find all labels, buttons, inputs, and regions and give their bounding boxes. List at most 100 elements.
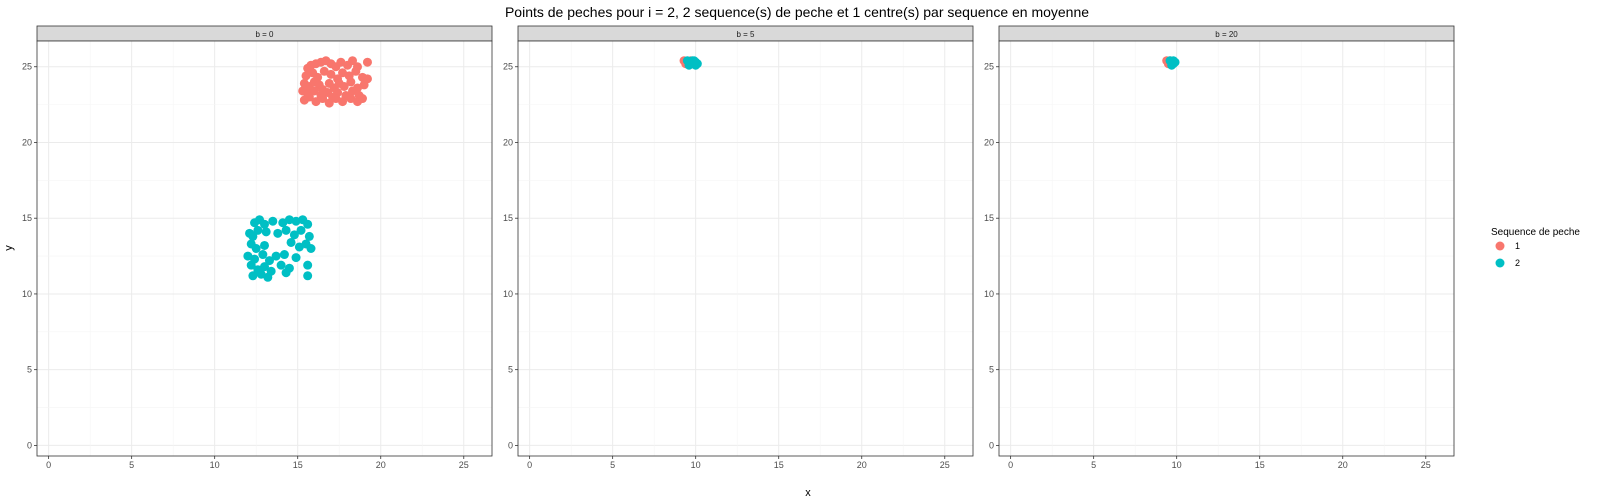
data-point-sequence-1 [348,56,358,66]
y-tick-label: 0 [508,440,513,450]
facet-panel: b = 0 0 5 10 15 20 25 0 5 10 15 20 25 [22,25,493,470]
data-point-sequence-2 [281,225,291,235]
data-point-sequence-2 [281,268,291,278]
legend-key [1495,258,1505,268]
x-tick-label: 10 [210,460,220,470]
x-tick-label: 20 [1338,460,1348,470]
x-tick-label: 25 [459,460,469,470]
data-point-sequence-1 [338,97,348,107]
panel-border [36,40,493,457]
data-point-sequence-1 [304,92,314,102]
y-tick-label: 10 [984,289,994,299]
data-point-sequence-2 [246,260,256,270]
data-point-sequence-2 [248,271,258,281]
data-point-sequence-1 [357,94,367,104]
y-tick-label: 5 [508,365,513,375]
data-point-sequence-1 [348,86,358,96]
y-tick-label: 5 [27,365,32,375]
y-tick-label: 15 [22,213,32,223]
x-tick-label: 25 [1421,460,1431,470]
x-tick-label: 0 [1008,460,1013,470]
legend-label: 2 [1515,258,1520,268]
x-tick-label: 20 [376,460,386,470]
data-point-sequence-2 [258,250,268,260]
y-tick-label: 15 [984,213,994,223]
plot-background [999,41,1454,456]
data-point-sequence-2 [273,228,283,238]
data-point-sequence-1 [326,69,336,79]
x-axis-label: x [805,487,811,499]
x-tick-label: 25 [940,460,950,470]
x-tick-label: 15 [1255,460,1265,470]
legend: Sequence de peche 1 2 [1491,227,1580,268]
facet-panel: b = 20 0 5 10 15 20 25 0 5 10 15 20 25 [984,25,1455,470]
data-point-sequence-2 [260,219,269,229]
data-point-sequence-2 [279,250,289,260]
x-tick-label: 5 [1091,460,1096,470]
data-point-sequence-2 [303,219,313,229]
data-point-sequence-2 [303,271,313,281]
x-tick-label: 5 [129,460,134,470]
data-point-sequence-2 [261,227,271,237]
data-point-sequence-2 [304,231,314,241]
y-tick-label: 0 [27,440,32,450]
y-tick-label: 10 [22,289,32,299]
data-point-sequence-2 [689,59,699,69]
data-point-sequence-2 [276,260,286,270]
data-point-sequence-1 [309,86,319,96]
x-tick-label: 0 [46,460,51,470]
y-tick-label: 10 [503,289,513,299]
x-tick-label: 10 [691,460,701,470]
data-point-sequence-2 [296,225,306,235]
y-tick-label: 20 [22,137,32,147]
data-point-sequence-2 [268,216,278,226]
x-tick-label: 15 [774,460,784,470]
y-tick-label: 25 [22,62,32,72]
x-tick-label: 15 [293,460,303,470]
data-point-sequence-2 [303,260,313,270]
data-point-sequence-2 [286,237,296,247]
data-point-sequence-2 [263,272,273,282]
x-tick-label: 10 [1172,460,1182,470]
y-tick-label: 5 [989,365,994,375]
y-tick-label: 20 [503,137,513,147]
y-tick-label: 15 [503,213,513,223]
data-point-sequence-2 [260,262,269,272]
data-point-sequence-2 [253,225,263,235]
facet-panel: b = 5 0 5 10 15 20 25 0 5 10 15 20 25 [503,25,974,470]
data-point-sequence-2 [260,240,269,250]
x-tick-label: 5 [610,460,615,470]
legend-label: 1 [1515,241,1520,251]
facet-strip-label: b = 0 [255,30,274,39]
data-point-sequence-1 [339,81,349,91]
data-point-sequence-2 [1168,56,1178,66]
data-point-sequence-1 [346,77,356,87]
data-point-sequence-1 [351,66,361,76]
data-point-sequence-2 [248,231,258,241]
chart-title: Points de peches pour i = 2, 2 sequence(… [505,4,1089,20]
legend-key [1495,241,1505,251]
y-axis-label: y [3,245,15,251]
plot-background [518,41,973,456]
y-tick-label: 25 [984,62,994,72]
data-point-sequence-2 [264,256,274,266]
data-point-sequence-2 [306,244,316,253]
data-point-sequence-1 [359,80,369,90]
y-tick-label: 20 [984,137,994,147]
panel-border [998,40,1455,457]
y-tick-label: 0 [989,440,994,450]
facet-strip-label: b = 5 [736,30,755,39]
data-point-sequence-2 [291,253,301,263]
facet-strip-label: b = 20 [1215,30,1238,39]
data-point-sequence-2 [251,244,261,253]
x-tick-label: 20 [857,460,867,470]
data-point-sequence-1 [362,57,372,67]
data-point-sequence-1 [318,94,328,104]
panel-border [517,40,974,457]
y-tick-label: 25 [503,62,513,72]
data-point-sequence-2 [271,251,281,261]
data-point-sequence-1 [324,98,334,108]
data-point-sequence-2 [289,230,299,240]
x-tick-label: 0 [527,460,532,470]
